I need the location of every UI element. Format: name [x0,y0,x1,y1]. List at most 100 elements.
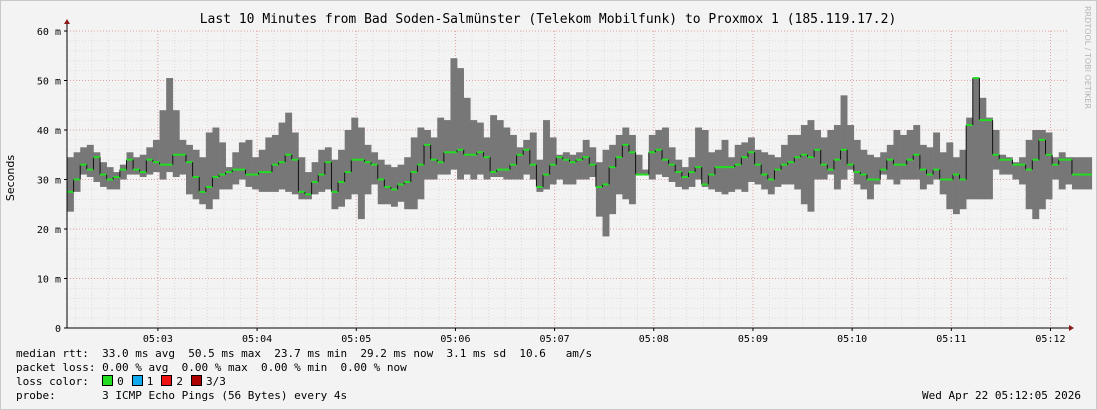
smoke-band [675,159,683,187]
median-stats-row: median rtt: 33.0 ms avg 50.5 ms max 23.7… [16,347,592,361]
smoke-band [992,130,1000,170]
smoke-band [404,157,412,210]
smoke-band [589,147,597,178]
smoke-band [1032,130,1040,220]
y-tick-label: 30 m [37,176,61,187]
smoke-band [628,134,636,205]
smoke-band [728,157,736,192]
smoke-band [443,120,451,175]
smoke-band [529,132,537,180]
packet-loss-row: packet loss: 0.00 % avg 0.00 % max 0.00 … [16,361,407,375]
smoke-band [655,130,663,175]
smoke-band [298,157,306,200]
probe-row: probe: 3 ICMP Echo Pings (56 Bytes) ever… [16,389,347,403]
loss-swatch-2 [161,375,173,386]
smoke-band [496,120,504,178]
smoke-band [734,144,742,190]
smoke-band [225,167,233,190]
smoke-band [390,167,398,207]
smoke-band [986,117,993,200]
smoke-band [1019,157,1026,185]
loss-label: packet loss: [16,361,96,374]
smoke-band [437,117,445,175]
smoke-band [424,130,431,180]
smoke-band [186,144,193,195]
smoke-band [285,112,293,192]
smoke-band [166,78,174,173]
x-tick-label: 05:05 [341,334,371,345]
smoke-band [754,149,762,185]
x-tick-label: 05:12 [1035,334,1065,345]
smoke-band [1025,139,1033,210]
y-tick-label: 50 m [37,77,61,88]
smoke-band [886,144,894,180]
smoke-band [344,130,352,200]
smoke-band [906,130,914,180]
smoke-band [569,154,577,185]
smoke-band [159,110,167,180]
smoke-band [681,167,689,190]
smoke-band [860,149,868,190]
x-tick-label: 05:03 [143,334,173,345]
y-tick-label: 40 m [37,126,61,137]
median-values: 33.0 ms avg 50.5 ms max 23.7 ms min 29.2… [102,347,593,360]
smoke-band [338,149,345,207]
y-tick-label: 0 [55,324,61,335]
smoke-band [582,139,590,180]
smoke-band [397,164,405,202]
smoke-band [893,130,901,185]
smoke-band [238,142,246,180]
smoke-band [305,172,312,200]
smoke-band [913,125,921,180]
smoke-band [252,157,260,190]
loss-color-label-1: 1 [146,375,154,388]
smoke-band [318,149,326,192]
timestamp: Wed Apr 22 05:12:05 2026 [922,389,1081,402]
smoke-band [800,125,808,205]
smoke-band [562,152,570,185]
smoke-band [219,142,226,190]
smoke-band [536,159,544,192]
x-tick-labels: 05:03 05:04 05:05 05:06 05:07 05:08 05:09 05:10… [143,334,1066,345]
smoke-band [556,154,564,180]
smoke-band [67,157,74,212]
smoke-band [80,147,88,175]
smoke-band [509,134,517,180]
smoke-band [1071,157,1079,190]
probe-value: 3 ICMP Echo Pings (56 Bytes) every 4s [102,389,348,402]
smoke-band [212,127,220,200]
x-tick-label: 05:08 [639,334,669,345]
smoke-band [595,162,603,217]
smoke-band [1038,130,1046,210]
smoke-band [503,127,511,180]
chart-title: Last 10 Minutes from Bad Soden-Salmünste… [200,12,897,27]
x-tick-label: 05:06 [440,334,470,345]
smoke-band [952,157,960,215]
smoke-band [602,149,610,237]
smoke-band [199,157,207,205]
smoke-band [814,130,822,180]
x-tick-label: 05:04 [242,334,272,345]
smoke-band [900,134,907,180]
smoke-band [265,137,273,192]
y-axis-label: Seconds [4,155,17,201]
smoke-band [761,152,769,190]
smoke-band [192,149,200,200]
smoke-band [787,134,795,185]
x-tick-label: 05:11 [936,334,966,345]
smoke-band [377,159,385,205]
smoke-band [232,152,240,185]
smoke-band [576,152,584,180]
smoke-band [311,162,319,195]
loss-color-label-3: 3/3 [205,375,226,388]
smoke-band [999,154,1007,175]
smoke-band [113,172,121,190]
smoke-band [1052,157,1060,180]
smoke-band [648,134,656,180]
smoke-band [133,157,141,175]
loss-swatch-3 [190,375,202,386]
loss-swatch-0 [102,375,114,386]
smoke-band [549,137,557,185]
smoke-band [384,164,392,205]
